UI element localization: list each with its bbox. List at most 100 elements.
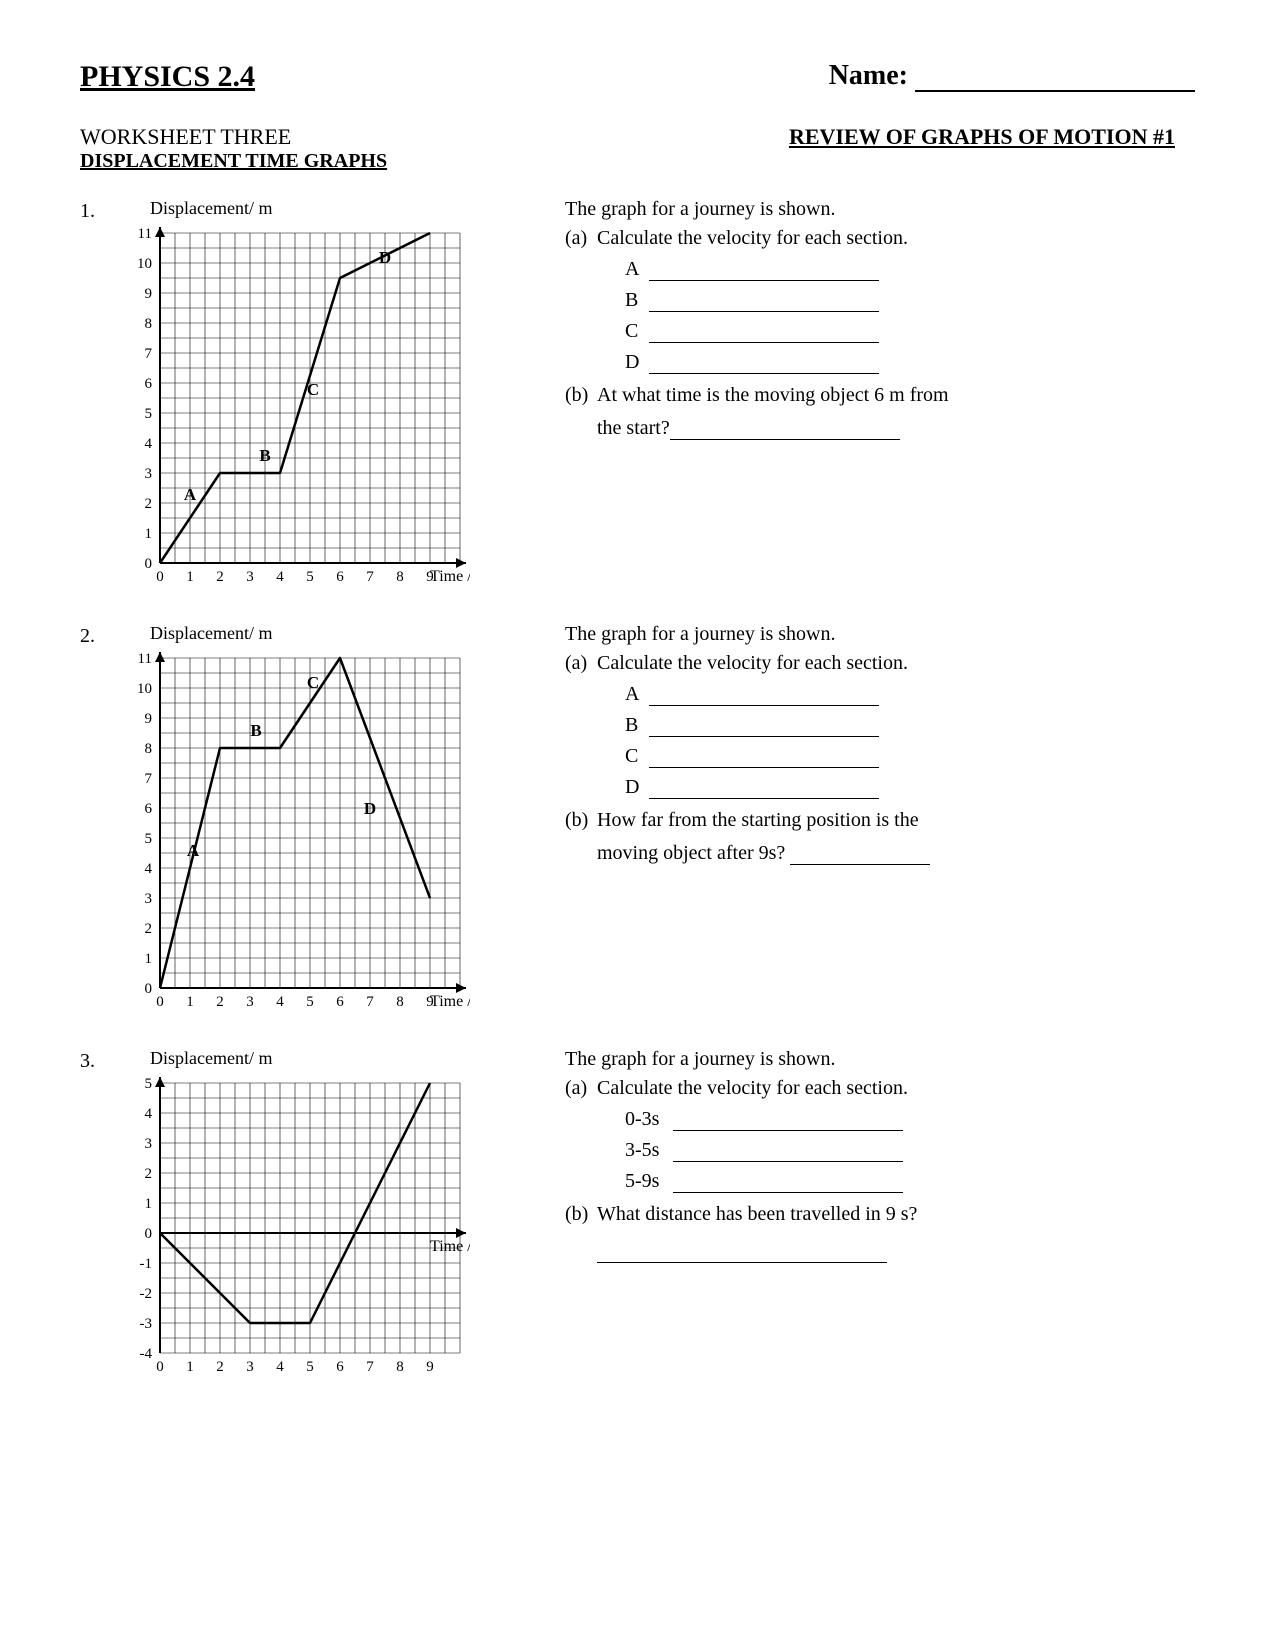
answer-blank[interactable] — [673, 1192, 903, 1193]
part-b-text: How far from the starting position is th… — [597, 809, 930, 832]
svg-text:0: 0 — [145, 1226, 153, 1242]
question-number: 1. — [80, 198, 120, 593]
svg-text:6: 6 — [145, 376, 153, 392]
section-label: D — [625, 351, 649, 374]
section-row: B — [625, 289, 1195, 312]
part-a: (a) Calculate the velocity for each sect… — [565, 1077, 1195, 1100]
answer-blank[interactable] — [673, 1161, 903, 1162]
answer-blank[interactable] — [649, 373, 879, 374]
part-a-text: Calculate the velocity for each section. — [597, 1077, 908, 1100]
name-blank[interactable] — [915, 90, 1195, 92]
header-row: PHYSICS 2.4 Name: — [80, 60, 1195, 94]
section-row: 0-3s — [625, 1108, 1195, 1131]
svg-text:B: B — [250, 721, 261, 740]
part-a: (a) Calculate the velocity for each sect… — [565, 227, 1195, 250]
section-label: C — [625, 320, 649, 343]
svg-text:D: D — [379, 248, 391, 267]
worksheet-number: WORKSHEET THREE — [80, 124, 387, 150]
question-number: 2. — [80, 623, 120, 1018]
answer-blank[interactable] — [673, 1130, 903, 1131]
svg-text:10: 10 — [137, 256, 152, 272]
svg-text:3: 3 — [246, 569, 254, 585]
subheader-left: WORKSHEET THREE DISPLACEMENT TIME GRAPHS — [80, 124, 387, 173]
part-b: (b) What distance has been travelled in … — [565, 1203, 1195, 1263]
answer-blank[interactable] — [649, 342, 879, 343]
graph-column-1: Displacement/ m 012345678901234567891011… — [120, 198, 540, 593]
section-label: D — [625, 776, 649, 799]
svg-text:2: 2 — [145, 496, 153, 512]
intro-text: The graph for a journey is shown. — [565, 198, 1195, 221]
answer-blank[interactable] — [670, 439, 900, 440]
answer-blank[interactable] — [649, 705, 879, 706]
svg-text:Time / s: Time / s — [430, 993, 470, 1010]
svg-text:2: 2 — [145, 921, 153, 937]
svg-text:3: 3 — [145, 466, 153, 482]
part-b-text: At what time is the moving object 6 m fr… — [597, 384, 949, 407]
svg-text:5: 5 — [306, 569, 314, 585]
svg-text:2: 2 — [216, 569, 224, 585]
svg-text:6: 6 — [336, 1359, 344, 1375]
intro-text: The graph for a journey is shown. — [565, 1048, 1195, 1071]
chart-1: 012345678901234567891011Time / sABCD — [120, 221, 470, 593]
part-b: (b) At what time is the moving object 6 … — [565, 384, 1195, 440]
svg-text:7: 7 — [366, 1359, 374, 1375]
section-label: B — [625, 714, 649, 737]
answer-blank[interactable] — [649, 736, 879, 737]
svg-text:5: 5 — [145, 406, 153, 422]
svg-text:D: D — [364, 799, 376, 818]
subheader-row: WORKSHEET THREE DISPLACEMENT TIME GRAPHS… — [80, 124, 1195, 173]
y-axis-label: Displacement/ m — [150, 623, 540, 644]
subheader-right: REVIEW OF GRAPHS OF MOTION #1 — [789, 124, 1175, 173]
section-label: 0-3s — [625, 1108, 673, 1131]
svg-text:-3: -3 — [140, 1316, 153, 1332]
svg-text:4: 4 — [276, 994, 284, 1010]
svg-text:9: 9 — [145, 711, 153, 727]
chart-3: 0123456789-4-3-2-1012345Time / s — [120, 1071, 470, 1383]
intro-text: The graph for a journey is shown. — [565, 623, 1195, 646]
question-1: 1. Displacement/ m 012345678901234567891… — [80, 198, 1195, 593]
answer-blank[interactable] — [649, 311, 879, 312]
svg-text:B: B — [259, 446, 270, 465]
svg-text:-4: -4 — [140, 1346, 153, 1362]
svg-text:6: 6 — [145, 801, 153, 817]
svg-text:5: 5 — [306, 1359, 314, 1375]
section-row: A — [625, 258, 1195, 281]
svg-text:9: 9 — [426, 1359, 434, 1375]
svg-text:0: 0 — [145, 981, 153, 997]
question-3: 3. Displacement/ m 0123456789-4-3-2-1012… — [80, 1048, 1195, 1383]
section-row: D — [625, 351, 1195, 374]
svg-text:1: 1 — [186, 569, 194, 585]
svg-text:C: C — [307, 673, 319, 692]
part-a-label: (a) — [565, 227, 597, 250]
svg-text:C: C — [307, 380, 319, 399]
answer-blank[interactable] — [649, 798, 879, 799]
svg-text:7: 7 — [145, 771, 153, 787]
svg-text:3: 3 — [145, 891, 153, 907]
answer-column-1: The graph for a journey is shown. (a) Ca… — [540, 198, 1195, 593]
svg-text:5: 5 — [145, 1076, 153, 1092]
answer-blank[interactable] — [790, 864, 930, 865]
answer-blank[interactable] — [597, 1262, 887, 1263]
section-label: 3-5s — [625, 1139, 673, 1162]
svg-text:5: 5 — [145, 831, 153, 847]
worksheet-topic: DISPLACEMENT TIME GRAPHS — [80, 150, 387, 173]
svg-text:0: 0 — [156, 1359, 164, 1375]
svg-text:7: 7 — [366, 569, 374, 585]
svg-text:0: 0 — [156, 569, 164, 585]
answer-blank[interactable] — [649, 280, 879, 281]
part-b-text2: moving object after 9s? — [597, 842, 785, 864]
svg-text:A: A — [187, 841, 200, 860]
name-field: Name: — [829, 60, 1195, 94]
answer-blank[interactable] — [649, 767, 879, 768]
section-row: C — [625, 320, 1195, 343]
part-b-text2: the start? — [597, 417, 670, 439]
part-b-label: (b) — [565, 809, 597, 865]
svg-text:-1: -1 — [140, 1256, 153, 1272]
svg-text:8: 8 — [396, 1359, 404, 1375]
part-a-text: Calculate the velocity for each section. — [597, 227, 908, 250]
svg-text:9: 9 — [145, 286, 153, 302]
section-label: C — [625, 745, 649, 768]
svg-text:4: 4 — [145, 1106, 153, 1122]
svg-text:5: 5 — [306, 994, 314, 1010]
svg-text:2: 2 — [216, 1359, 224, 1375]
